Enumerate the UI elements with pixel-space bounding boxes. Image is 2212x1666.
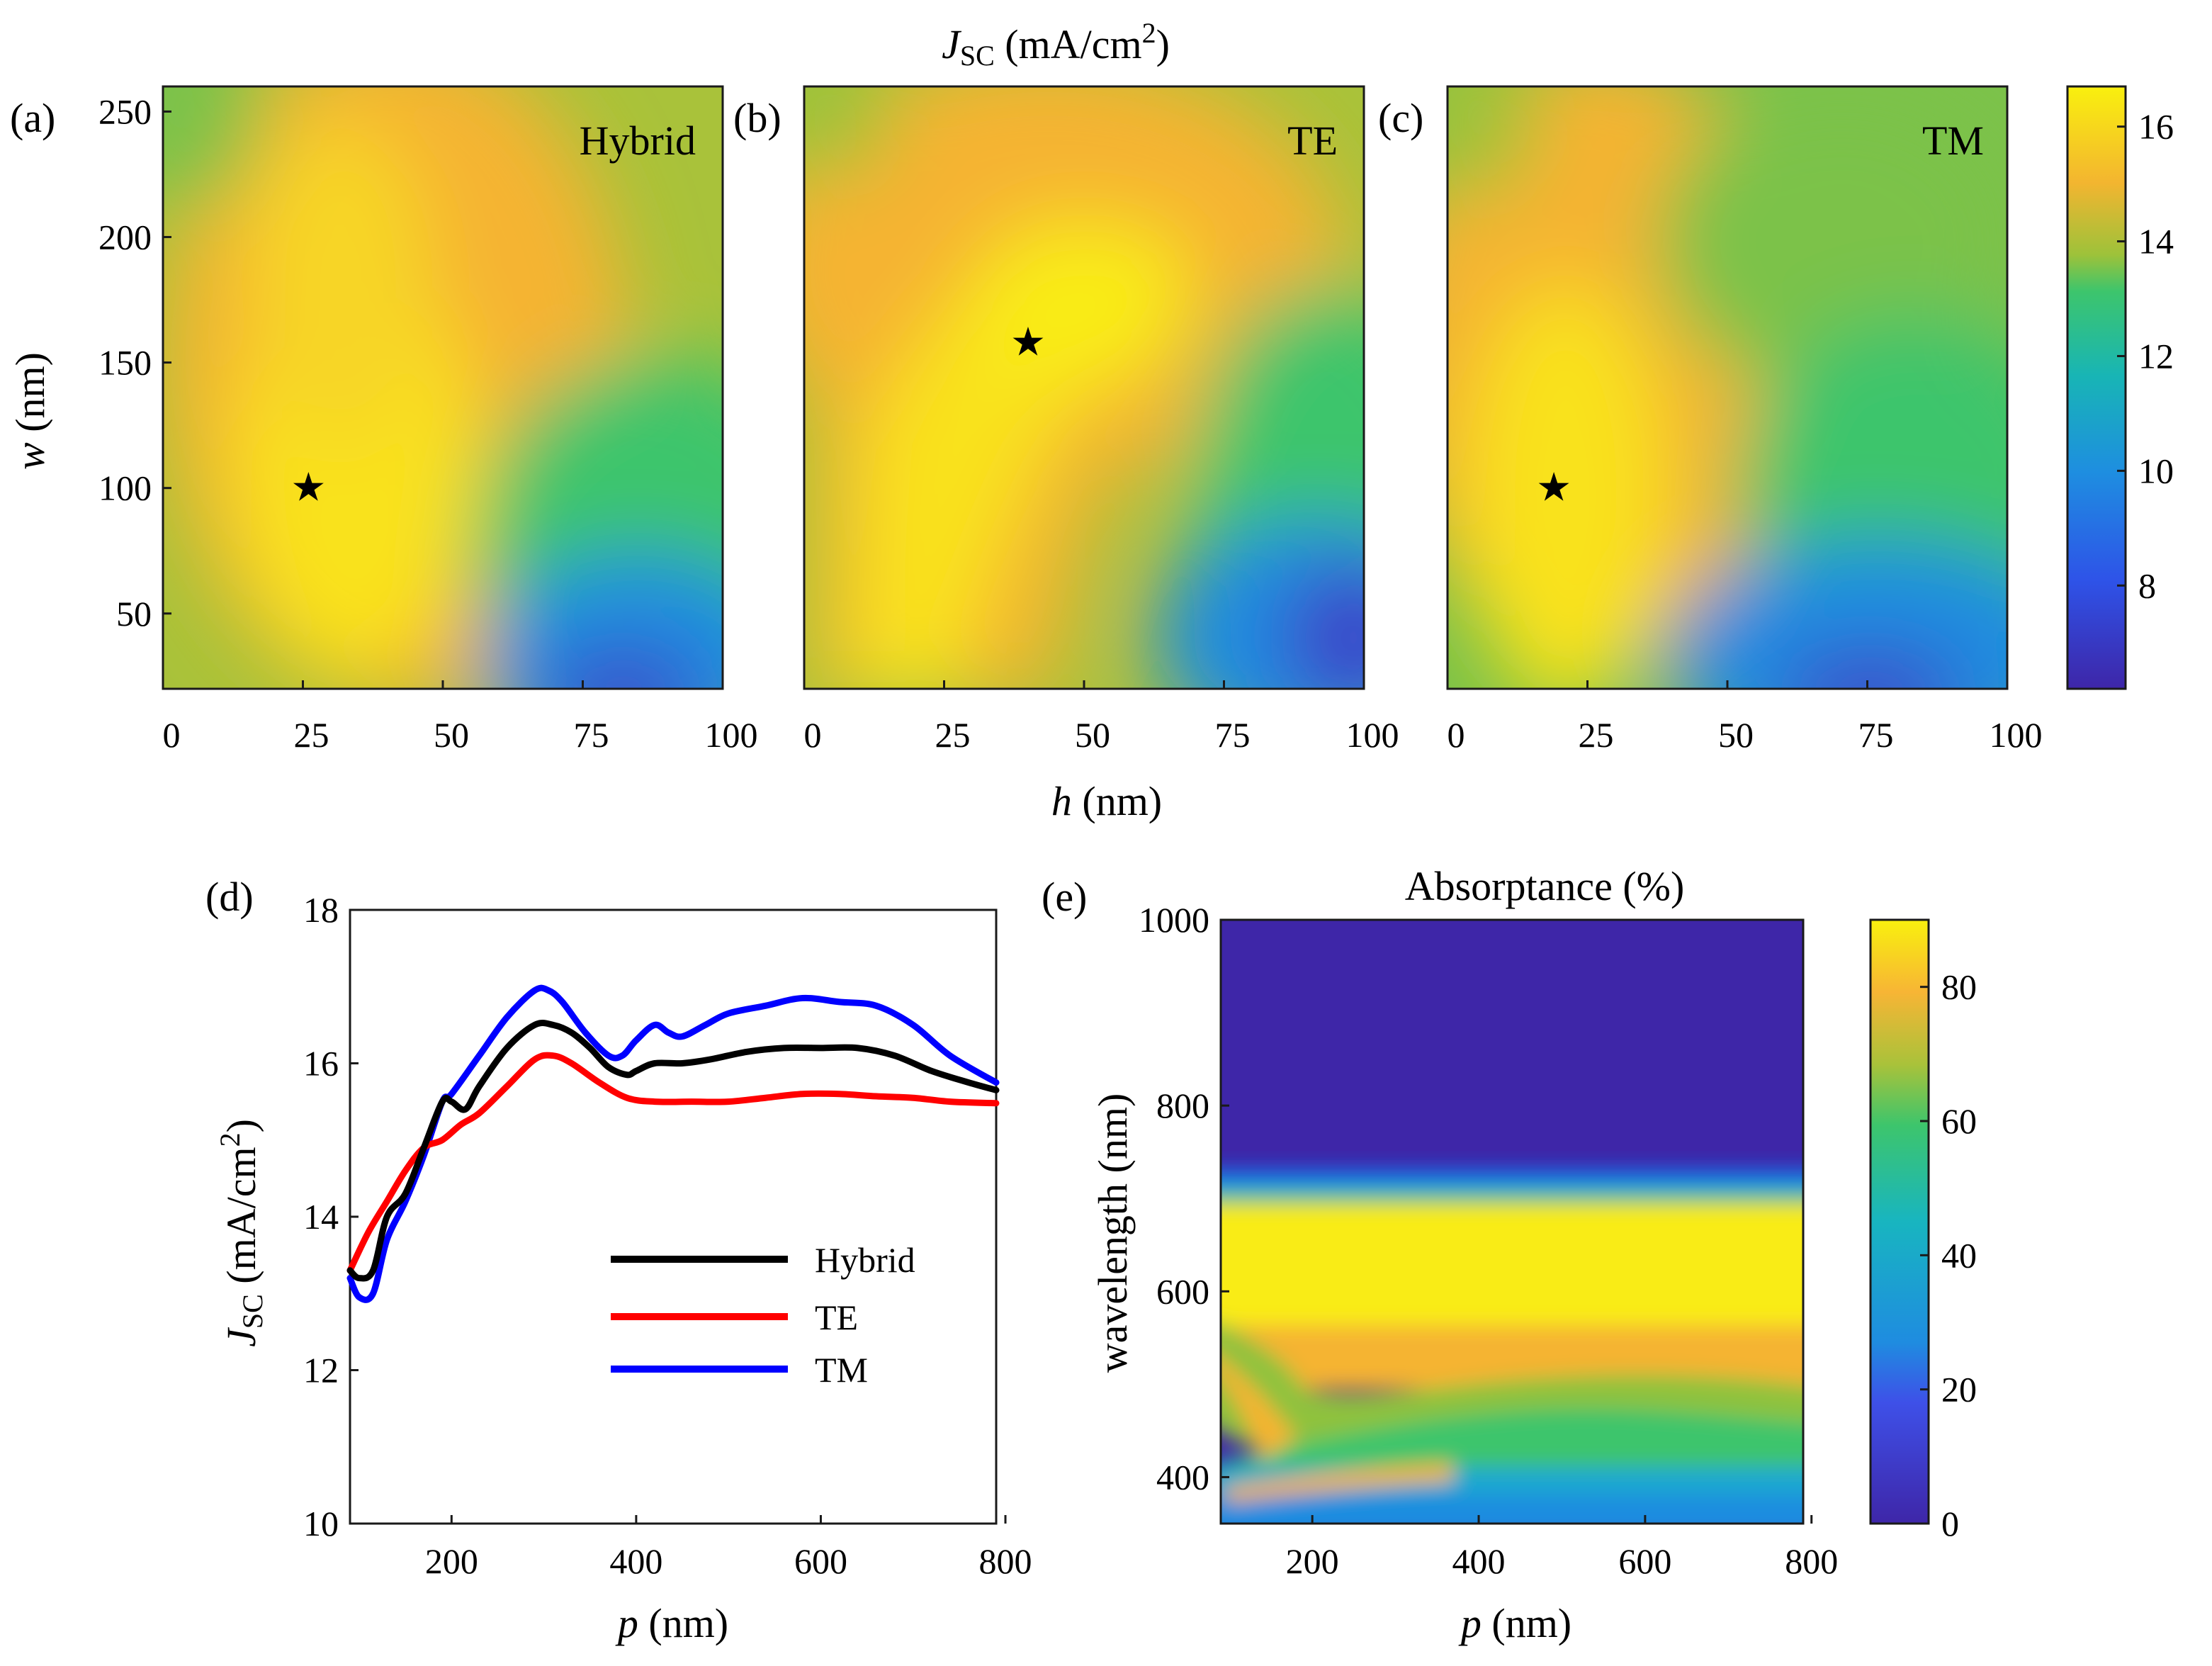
panel-e-ylabel: wavelength (nm) [1090, 1093, 1136, 1373]
x-tick-label: 200 [1286, 1541, 1339, 1581]
panel-a-label: Hybrid [580, 118, 696, 164]
panel-c-xticks: 0 25 50 75 100 [1446, 680, 2043, 755]
x-tick-label: 800 [979, 1541, 1032, 1581]
y-tick-label: 1000 [1139, 900, 1209, 940]
x-tick-label: 50 [434, 715, 469, 755]
x-tick-label: 50 [1718, 715, 1754, 755]
panel-e-title: Absorptance (%) [1405, 863, 1685, 909]
panel-e-ticks: 200 400 600 800 400 600 800 1000 [1139, 900, 1838, 1581]
colorbar-tick-label: 80 [1941, 967, 1977, 1007]
series-line-te [346, 1052, 1000, 1274]
x-tick-label: 75 [1215, 715, 1251, 755]
panel-b-tag: (b) [733, 95, 781, 141]
x-tick-label: 800 [1785, 1541, 1838, 1581]
panel-c-tag: (c) [1378, 95, 1423, 141]
panel-a-tag: (a) [10, 95, 55, 141]
panel-b-label: TE [1287, 118, 1338, 164]
optimum-star-icon: ★ [1536, 466, 1571, 510]
y-tick-label: 50 [116, 594, 152, 634]
x-tick-label: 400 [609, 1541, 662, 1581]
x-tick-label: 400 [1452, 1541, 1506, 1581]
x-tick-label: 0 [1448, 715, 1465, 755]
jsc-colorbar: 8 10 12 14 16 [2066, 85, 2174, 690]
panel-a-heatmap [162, 85, 724, 690]
absorptance-colorbar: 0 20 40 60 80 [1869, 918, 1977, 1543]
x-tick-label: 25 [1579, 715, 1614, 755]
y-tick-label: 150 [98, 343, 152, 383]
colorbar-tick-label: 8 [2138, 565, 2156, 605]
y-tick-label: 10 [303, 1504, 339, 1543]
panel-c-heatmap [1446, 85, 2009, 690]
x-tick-label: 100 [1346, 715, 1399, 755]
legend-label-tm: TM [815, 1350, 868, 1390]
legend-label-hybrid: Hybrid [815, 1240, 915, 1280]
panel-b-heatmap [803, 85, 1365, 690]
colorbar-tick-label: 16 [2138, 107, 2174, 147]
y-tick-label: 18 [303, 890, 339, 930]
colorbar-tick-label: 40 [1941, 1235, 1977, 1275]
x-tick-label: 25 [294, 715, 329, 755]
x-tick-label: 75 [1858, 715, 1894, 755]
shared-xlabel: h (nm) [1051, 778, 1162, 824]
colorbar-tick-label: 60 [1941, 1101, 1977, 1141]
panel-a-yticks: 50 100 150 200 250 [98, 91, 171, 634]
optimum-star-icon: ★ [1010, 320, 1046, 364]
y-tick-label: 200 [98, 218, 152, 257]
legend-label-te: TE [815, 1298, 858, 1337]
colorbar-tick-label: 14 [2138, 222, 2174, 261]
optimum-star-icon: ★ [290, 466, 326, 510]
y-tick-label: 800 [1156, 1086, 1209, 1125]
colorbar-tick-label: 10 [2138, 451, 2174, 490]
y-tick-label: 250 [98, 91, 152, 131]
x-tick-label: 50 [1075, 715, 1110, 755]
panel-a-ylabel: w (nm) [7, 352, 53, 470]
y-tick-label: 400 [1156, 1457, 1209, 1497]
x-tick-label: 600 [794, 1541, 847, 1581]
y-tick-label: 12 [303, 1351, 339, 1390]
panel-e-xlabel: p (nm) [1458, 1600, 1571, 1646]
panel-c-label: TM [1922, 118, 1984, 164]
y-tick-label: 14 [303, 1197, 339, 1237]
panel-d-ylabel: JSC (mA/cm2) [214, 1119, 269, 1347]
colorbar-tick-label: 20 [1941, 1370, 1977, 1409]
colorbar-tick-label: 12 [2138, 336, 2174, 376]
x-tick-label: 100 [705, 715, 758, 755]
legend: Hybrid TE TM [611, 1240, 915, 1390]
x-tick-label: 600 [1618, 1541, 1671, 1581]
panel-e-heatmap [1219, 918, 1805, 1525]
x-tick-label: 200 [425, 1541, 478, 1581]
x-tick-label: 25 [935, 715, 971, 755]
x-tick-label: 0 [804, 715, 822, 755]
panel-b-xticks: 0 25 50 75 100 [803, 680, 1399, 755]
x-tick-label: 75 [574, 715, 609, 755]
panel-a-xticks: 0 25 50 75 100 [162, 680, 758, 755]
x-tick-label: 100 [1990, 715, 2043, 755]
panel-e-tag: (e) [1042, 874, 1087, 920]
panel-d-linechart: 200 400 600 800 10 12 14 16 18 Hybrid TE TM [303, 890, 1032, 1581]
colorbar-tick-label: 0 [1941, 1504, 1959, 1543]
panel-d-tag: (d) [205, 874, 254, 920]
y-tick-label: 16 [303, 1044, 339, 1084]
x-tick-label: 0 [163, 715, 181, 755]
top-title: JSC (mA/cm2) [942, 17, 1170, 72]
series-line-hybrid [346, 1020, 1000, 1282]
panel-d-xlabel: p (nm) [615, 1600, 728, 1646]
y-tick-label: 100 [98, 468, 152, 508]
y-tick-label: 600 [1156, 1271, 1209, 1311]
